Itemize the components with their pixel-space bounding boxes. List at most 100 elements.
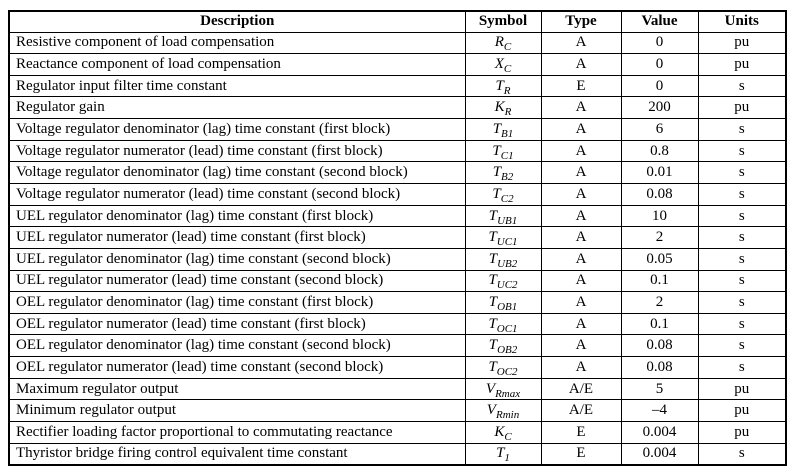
type-cell: A	[540, 334, 622, 358]
table-row: UEL regulator numerator (lead) time cons…	[8, 226, 787, 249]
symbol-base: R	[494, 34, 504, 51]
type-cell: A	[540, 291, 622, 314]
column-header-symbol: Symbol	[464, 10, 542, 33]
type-cell: E	[540, 442, 622, 466]
symbol-base: T	[488, 250, 498, 267]
value-cell: 0	[620, 31, 699, 55]
description-cell: OEL regulator denominator (lag) time con…	[8, 291, 466, 314]
symbol-base: T	[488, 229, 497, 246]
units-cell: s	[697, 74, 787, 98]
symbol-subscript: C	[503, 63, 512, 76]
symbol-subscript: UB2	[497, 257, 518, 270]
column-header-description: Description	[8, 10, 466, 33]
symbol-cell: TUC2	[464, 269, 542, 293]
symbol-cell: VRmax	[464, 377, 542, 401]
type-cell: A	[540, 182, 622, 206]
symbol-cell: TC2	[464, 182, 542, 206]
value-cell: 0.1	[620, 312, 699, 336]
symbol-cell: TOB2	[464, 334, 542, 358]
symbol-cell: TR	[464, 74, 542, 98]
type-cell: A/E	[540, 377, 622, 401]
description-cell: Voltage regulator numerator (lead) time …	[8, 139, 466, 163]
description-cell: OEL regulator numerator (lead) time cons…	[8, 356, 466, 379]
type-cell: A	[540, 118, 622, 141]
value-cell: 0.08	[620, 182, 699, 206]
table-row: Voltage regulator denominator (lag) time…	[8, 118, 787, 141]
value-cell: 6	[620, 118, 699, 141]
description-cell: OEL regulator denominator (lag) time con…	[8, 334, 466, 358]
type-cell: A	[540, 139, 622, 163]
symbol-subscript: C1	[500, 149, 514, 162]
column-header-type: Type	[540, 10, 622, 33]
symbol-subscript: UC1	[496, 236, 518, 249]
type-cell: A	[540, 204, 622, 228]
units-cell: pu	[697, 377, 787, 401]
symbol-base: T	[496, 445, 505, 462]
symbol-cell: TUB1	[464, 204, 542, 228]
value-cell: 0.05	[620, 247, 699, 271]
units-cell: s	[697, 269, 787, 293]
symbol-base: K	[494, 423, 505, 440]
type-cell: A	[540, 96, 622, 120]
description-cell: UEL regulator denominator (lag) time con…	[8, 204, 466, 228]
type-cell: A	[540, 269, 622, 293]
description-cell: OEL regulator numerator (lead) time cons…	[8, 312, 466, 336]
symbol-base: V	[485, 380, 496, 397]
value-cell: 0.08	[620, 356, 699, 379]
units-cell: s	[697, 182, 787, 206]
symbol-cell: RC	[464, 31, 542, 55]
value-cell: 10	[620, 204, 699, 228]
header-row: Description Symbol Type Value Units	[8, 10, 787, 33]
units-cell: s	[697, 226, 787, 249]
table-row: Resistive component of load compensation…	[8, 31, 787, 55]
table-row: OEL regulator denominator (lag) time con…	[8, 334, 787, 358]
table-row: Voltage regulator denominator (lag) time…	[8, 161, 787, 184]
description-cell: UEL regulator numerator (lead) time cons…	[8, 269, 466, 293]
symbol-base: T	[488, 337, 498, 354]
symbol-subscript: OC2	[496, 366, 518, 379]
table-row: OEL regulator denominator (lag) time con…	[8, 291, 787, 314]
symbol-cell: XC	[464, 53, 542, 76]
symbol-subscript: R	[503, 84, 511, 97]
table-row: UEL regulator denominator (lag) time con…	[8, 204, 787, 228]
symbol-cell: TB2	[464, 161, 542, 184]
type-cell: A	[540, 31, 622, 55]
units-cell: s	[697, 139, 787, 163]
description-cell: Resistive component of load compensation	[8, 31, 466, 55]
table-row: Voltage regulator numerator (lead) time …	[8, 182, 787, 206]
units-cell: s	[697, 118, 787, 141]
units-cell: s	[697, 204, 787, 228]
symbol-cell: TOB1	[464, 291, 542, 314]
description-cell: Thyristor bridge firing control equivale…	[8, 442, 466, 466]
type-cell: A	[540, 312, 622, 336]
value-cell: 0	[620, 74, 699, 98]
symbol-subscript: C	[504, 430, 512, 443]
units-cell: s	[697, 334, 787, 358]
symbol-base: T	[488, 207, 498, 224]
table-row: Reactance component of load compensation…	[8, 53, 787, 76]
symbol-subscript: OB2	[497, 344, 518, 357]
units-cell: s	[697, 291, 787, 314]
units-cell: s	[697, 442, 787, 466]
table-row: Minimum regulator output VRmin A/E –4 pu	[8, 399, 787, 423]
symbol-base: T	[492, 142, 501, 159]
units-cell: pu	[697, 53, 787, 76]
value-cell: 0.004	[620, 442, 699, 466]
description-cell: Regulator gain	[8, 96, 466, 120]
symbol-base: T	[488, 294, 498, 311]
symbol-cell: TC1	[464, 139, 542, 163]
type-cell: A	[540, 356, 622, 379]
table-row: UEL regulator denominator (lag) time con…	[8, 247, 787, 271]
symbol-base: T	[488, 315, 497, 332]
description-cell: Maximum regulator output	[8, 377, 466, 401]
table-body: Resistive component of load compensation…	[8, 31, 787, 466]
value-cell: 5	[620, 377, 699, 401]
value-cell: 2	[620, 291, 699, 314]
units-cell: pu	[697, 399, 787, 423]
symbol-cell: KC	[464, 421, 542, 444]
description-cell: Minimum regulator output	[8, 399, 466, 423]
symbol-subscript: Rmin	[495, 409, 520, 422]
units-cell: s	[697, 247, 787, 271]
type-cell: A	[540, 53, 622, 76]
